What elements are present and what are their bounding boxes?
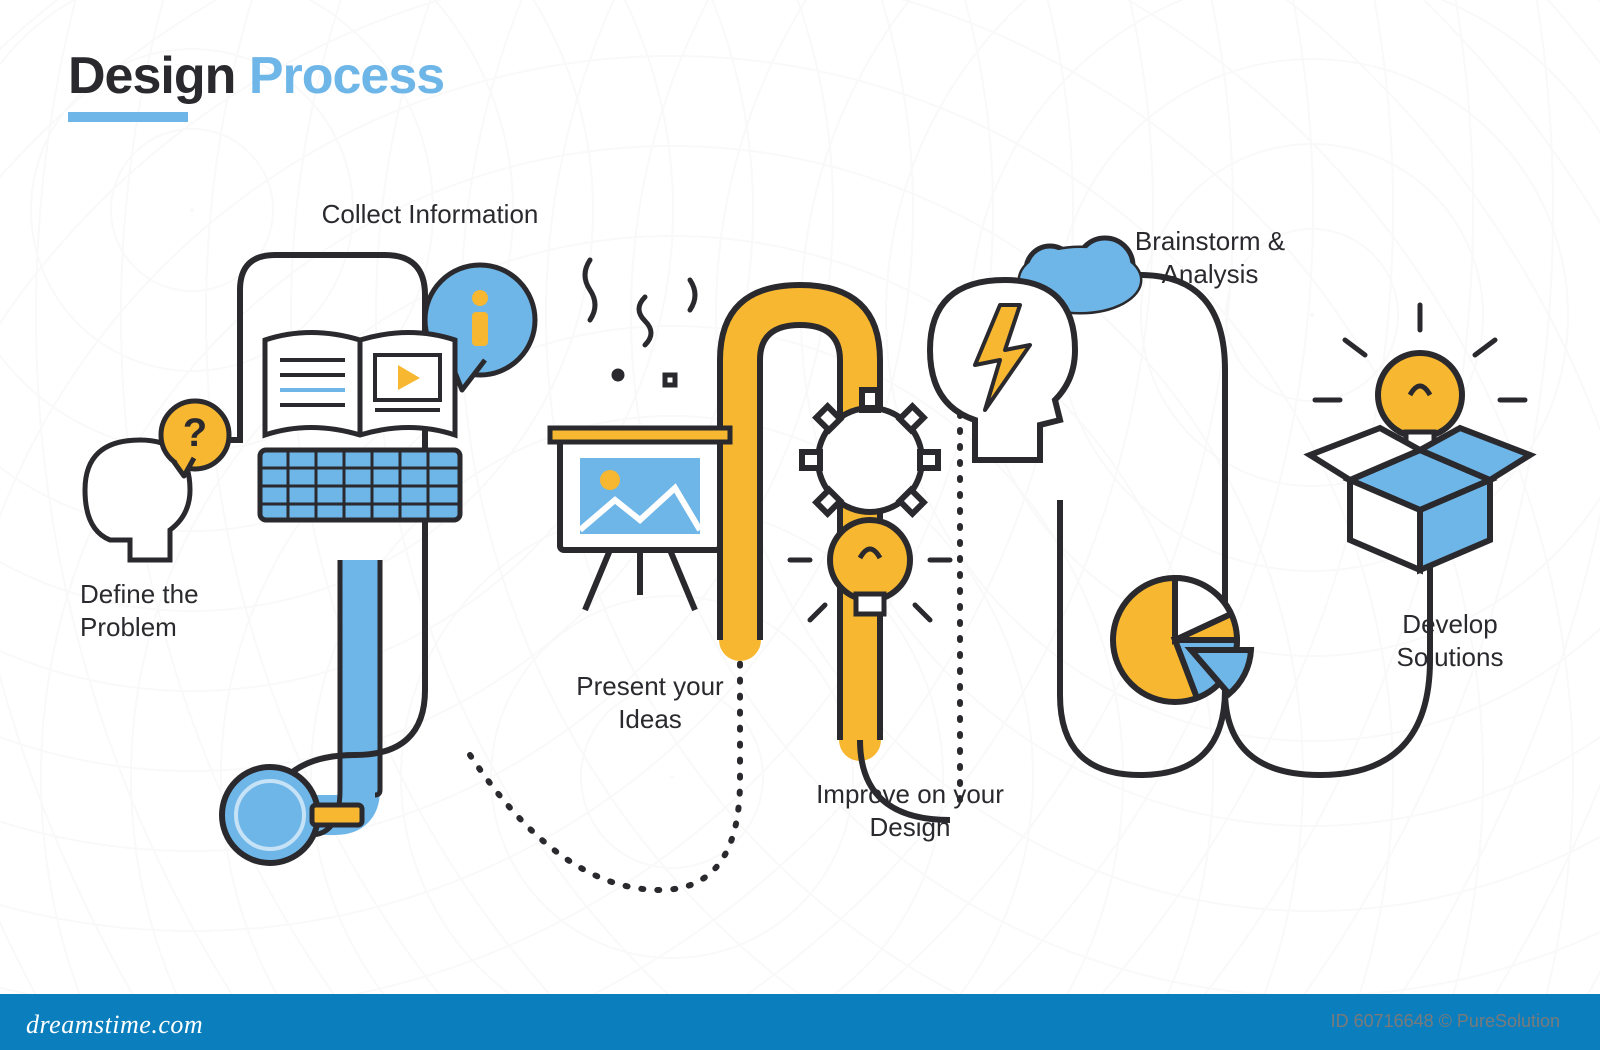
easel-icon	[550, 428, 730, 610]
laptop-book-icon	[260, 333, 460, 521]
confetti-icon	[585, 260, 695, 385]
box-bulb-icon	[1310, 305, 1530, 570]
label-define: Define theProblem	[80, 578, 290, 643]
svg-text:?: ?	[183, 411, 207, 455]
attribution-text: ID 60716648 © PureSolution	[1331, 1011, 1560, 1032]
gear-bulb-icon	[790, 390, 950, 620]
footer-logo: dreamstime.com	[26, 1010, 203, 1040]
head-question-icon: ?	[85, 401, 229, 560]
pie-chart-icon	[1113, 578, 1251, 702]
label-brainstorm: Brainstorm &Analysis	[1075, 225, 1345, 290]
process-diagram: ?	[0, 0, 1600, 1050]
label-collect: Collect Information	[280, 198, 580, 231]
label-improve: Improve on yourDesign	[760, 778, 1060, 843]
infographic-canvas: Design Process	[0, 0, 1600, 1050]
label-develop: DevelopSolutions	[1340, 608, 1560, 673]
label-present: Present yourIdeas	[530, 670, 770, 735]
